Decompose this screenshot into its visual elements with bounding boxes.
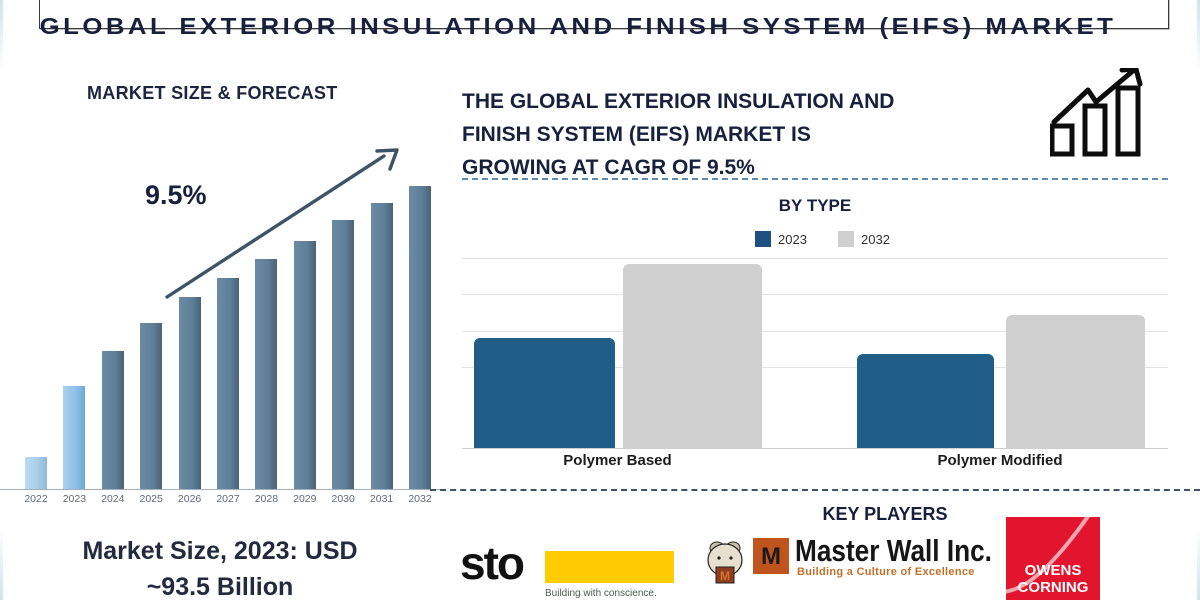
svg-text:M: M	[761, 543, 781, 570]
svg-text:CORNING: CORNING	[1018, 579, 1089, 596]
svg-text:OWENS: OWENS	[1025, 562, 1082, 579]
svg-text:M: M	[720, 569, 730, 583]
